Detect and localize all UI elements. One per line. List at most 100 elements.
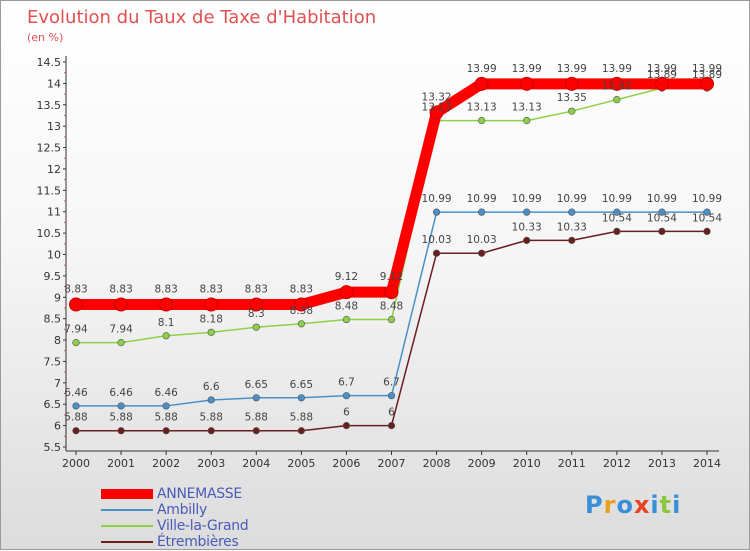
y-tick-label: 13: [47, 120, 61, 133]
data-point: [568, 208, 576, 216]
data-point: [568, 107, 576, 115]
data-label: 13.35: [557, 92, 587, 104]
data-label: 6.46: [109, 387, 133, 399]
data-point: [207, 328, 215, 336]
y-tick-label: 6: [54, 420, 61, 433]
data-label: 5.88: [109, 412, 132, 424]
data-label: 10.54: [692, 212, 722, 224]
legend-label: Étrembières: [157, 534, 239, 550]
data-label: 7.94: [64, 324, 88, 336]
y-tick-label: 11.5: [37, 184, 62, 197]
data-label: 10.99: [692, 193, 722, 205]
data-label: 5.88: [154, 412, 177, 424]
data-label: 5.88: [290, 412, 313, 424]
data-point: [342, 392, 351, 400]
data-point: [703, 227, 711, 235]
data-point: [252, 427, 260, 435]
y-tick-label: 5.5: [44, 441, 62, 454]
data-label: 5.88: [64, 412, 87, 424]
data-label: 13.99: [647, 63, 677, 75]
data-label: 6: [343, 407, 350, 419]
data-point: [564, 76, 579, 91]
data-label: 10.99: [647, 193, 677, 205]
data-point: [117, 402, 125, 410]
data-label: 10.03: [467, 234, 497, 246]
data-label: 6.46: [154, 387, 178, 399]
data-point: [204, 297, 219, 312]
data-label: 7.94: [109, 324, 133, 336]
data-label: 6.46: [64, 387, 88, 399]
data-point: [387, 392, 396, 400]
logo-letter: x: [633, 491, 651, 519]
data-point: [568, 236, 576, 244]
data-label: 8.1: [158, 317, 175, 329]
chart-data-labels: 5.88 5.88 5.88 5.88 5.88 5.88 6 6 10.03 10.03 10.3…: [64, 63, 722, 424]
data-point: [478, 117, 486, 125]
x-tick-label: 2004: [242, 457, 270, 470]
x-tick-label: 2012: [603, 457, 631, 470]
data-label: 8.83: [109, 284, 132, 296]
data-point: [339, 285, 354, 300]
data-label: 8.38: [290, 305, 313, 317]
x-tick-label: 2000: [62, 457, 90, 470]
data-label: 13.13: [467, 102, 497, 114]
data-point: [478, 208, 486, 216]
series-line: [76, 230, 707, 432]
x-tick-label: 2008: [423, 457, 451, 470]
chart-title: Evolution du Taux de Taxe d'Habitation: [27, 7, 377, 28]
data-point: [700, 76, 714, 91]
y-tick-label: 12: [47, 163, 61, 176]
data-point: [72, 427, 80, 435]
data-point: [162, 402, 170, 410]
data-label: 10.99: [602, 193, 632, 205]
y-tick-label: 9.5: [44, 270, 62, 283]
data-point: [519, 76, 534, 91]
x-tick-label: 2002: [152, 457, 180, 470]
y-tick-label: 13.5: [37, 99, 62, 112]
x-tick-label: 2001: [107, 457, 135, 470]
data-point: [384, 285, 399, 300]
logo-letter: P: [585, 491, 604, 519]
legend-swatch: [101, 525, 153, 527]
data-point: [654, 76, 669, 91]
data-label: 13.99: [602, 63, 632, 75]
legend-label: ANNEMASSE: [157, 486, 242, 502]
data-label: 10.33: [512, 221, 542, 233]
data-point: [252, 323, 260, 331]
legend-label: Ambilly: [157, 502, 207, 518]
data-label: 13.99: [692, 63, 722, 75]
data-point: [474, 76, 489, 91]
data-label: 13.99: [512, 63, 542, 75]
data-point: [613, 96, 621, 104]
data-point: [162, 427, 170, 435]
y-tick-label: 14.5: [37, 56, 62, 69]
data-point: [478, 249, 486, 257]
data-label: 9.12: [380, 271, 403, 283]
data-point: [69, 297, 83, 312]
chart-subtitle: (en %): [27, 31, 64, 44]
x-tick-label: 2011: [558, 457, 586, 470]
data-label: 10.99: [422, 193, 452, 205]
data-label: 6.7: [338, 377, 355, 389]
data-point: [207, 396, 215, 404]
data-label: 13.13: [512, 102, 542, 114]
y-tick-label: 10: [47, 249, 61, 262]
data-label: 13.99: [467, 63, 497, 75]
data-label: 8.83: [245, 284, 268, 296]
logo-letter: r: [603, 491, 617, 519]
data-label: 13.62: [602, 81, 632, 93]
data-label: 8.18: [200, 313, 223, 325]
data-label: 5.88: [245, 412, 268, 424]
chart-legend: ANNEMASSE Ambilly Ville-la-Grand Étrembière…: [101, 486, 341, 550]
data-label: 13.89: [647, 69, 677, 81]
data-point: [342, 315, 351, 324]
legend-item: Ville-la-Grand: [101, 518, 341, 534]
y-tick-label: 7: [54, 377, 61, 390]
data-label: 10.54: [647, 212, 677, 224]
data-label: 10.54: [602, 212, 632, 224]
data-point: [72, 339, 80, 347]
data-label: 6: [388, 407, 395, 419]
data-label: 8.83: [64, 284, 87, 296]
